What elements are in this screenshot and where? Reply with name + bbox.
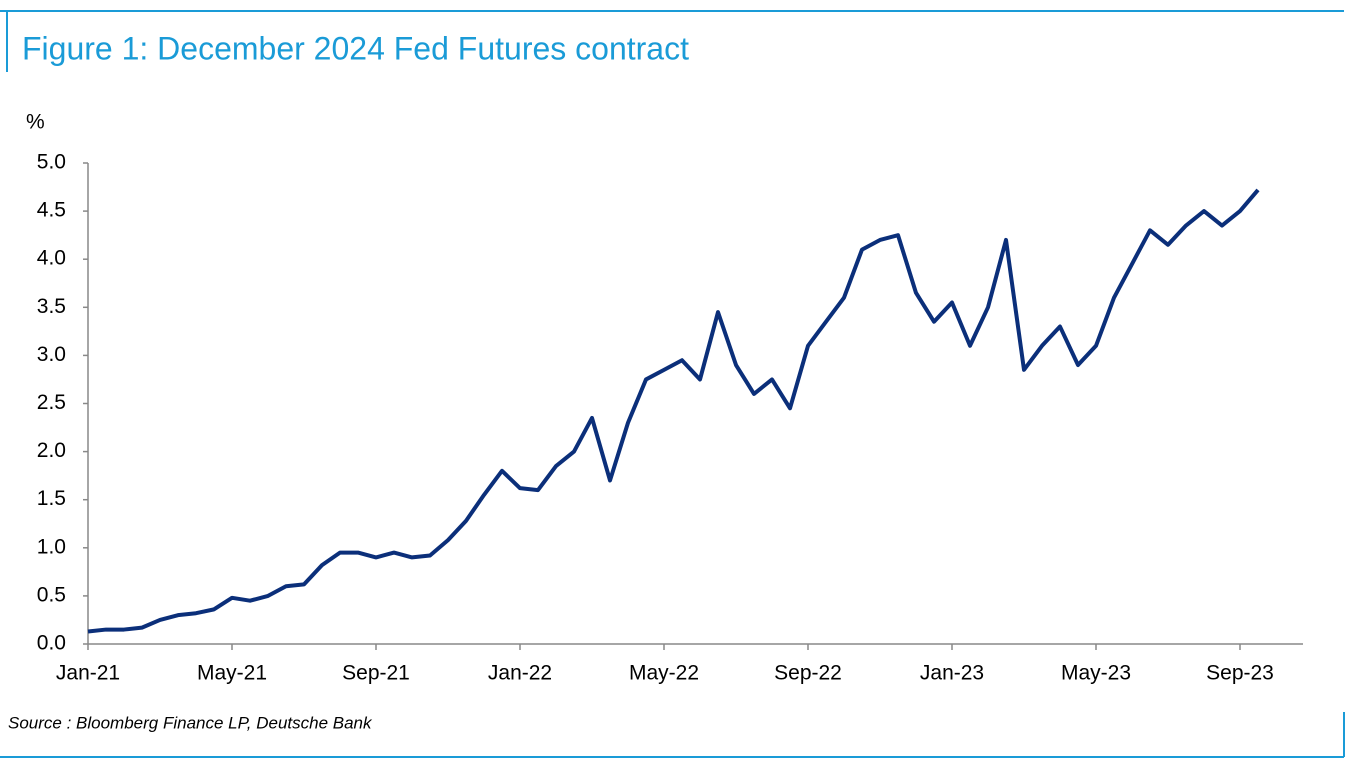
x-tick-label: Sep-21 (342, 662, 410, 685)
y-tick-label: 4.0 (37, 247, 66, 270)
y-tick-label: 5.0 (37, 151, 66, 174)
data-line (87, 188, 1260, 634)
y-tick-label: 3.0 (37, 343, 66, 366)
x-tick-label: Sep-22 (774, 662, 842, 685)
y-axis-label: % (26, 111, 45, 134)
x-tick-label: Jan-21 (56, 662, 120, 685)
y-tick-label: 1.0 (37, 535, 66, 558)
x-tick-label: May-22 (629, 662, 699, 685)
y-tick-label: 2.0 (37, 439, 66, 462)
source-note: Source : Bloomberg Finance LP, Deutsche … (8, 713, 373, 732)
y-tick-label: 3.5 (37, 295, 66, 318)
x-tick-label: Sep-23 (1206, 662, 1274, 685)
y-tick-label: 2.5 (37, 391, 66, 414)
x-tick-label: Jan-22 (488, 662, 552, 685)
chart-title: Figure 1: December 2024 Fed Futures cont… (22, 30, 689, 66)
x-tick-label: May-23 (1061, 662, 1131, 685)
y-tick-label: 4.5 (37, 199, 66, 222)
y-tick-label: 0.5 (37, 583, 66, 606)
y-tick-label: 0.0 (37, 632, 66, 655)
x-tick-label: May-21 (197, 662, 267, 685)
x-tick-label: Jan-23 (920, 662, 984, 685)
y-tick-label: 1.5 (37, 487, 66, 510)
